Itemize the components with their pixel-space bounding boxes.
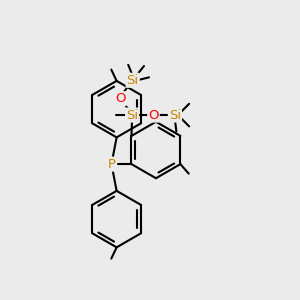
Text: Si: Si (127, 74, 139, 87)
Text: O: O (148, 109, 159, 122)
Text: O: O (115, 92, 125, 105)
Text: Si: Si (169, 109, 181, 122)
Text: P: P (108, 158, 116, 171)
Text: Si: Si (126, 109, 138, 122)
